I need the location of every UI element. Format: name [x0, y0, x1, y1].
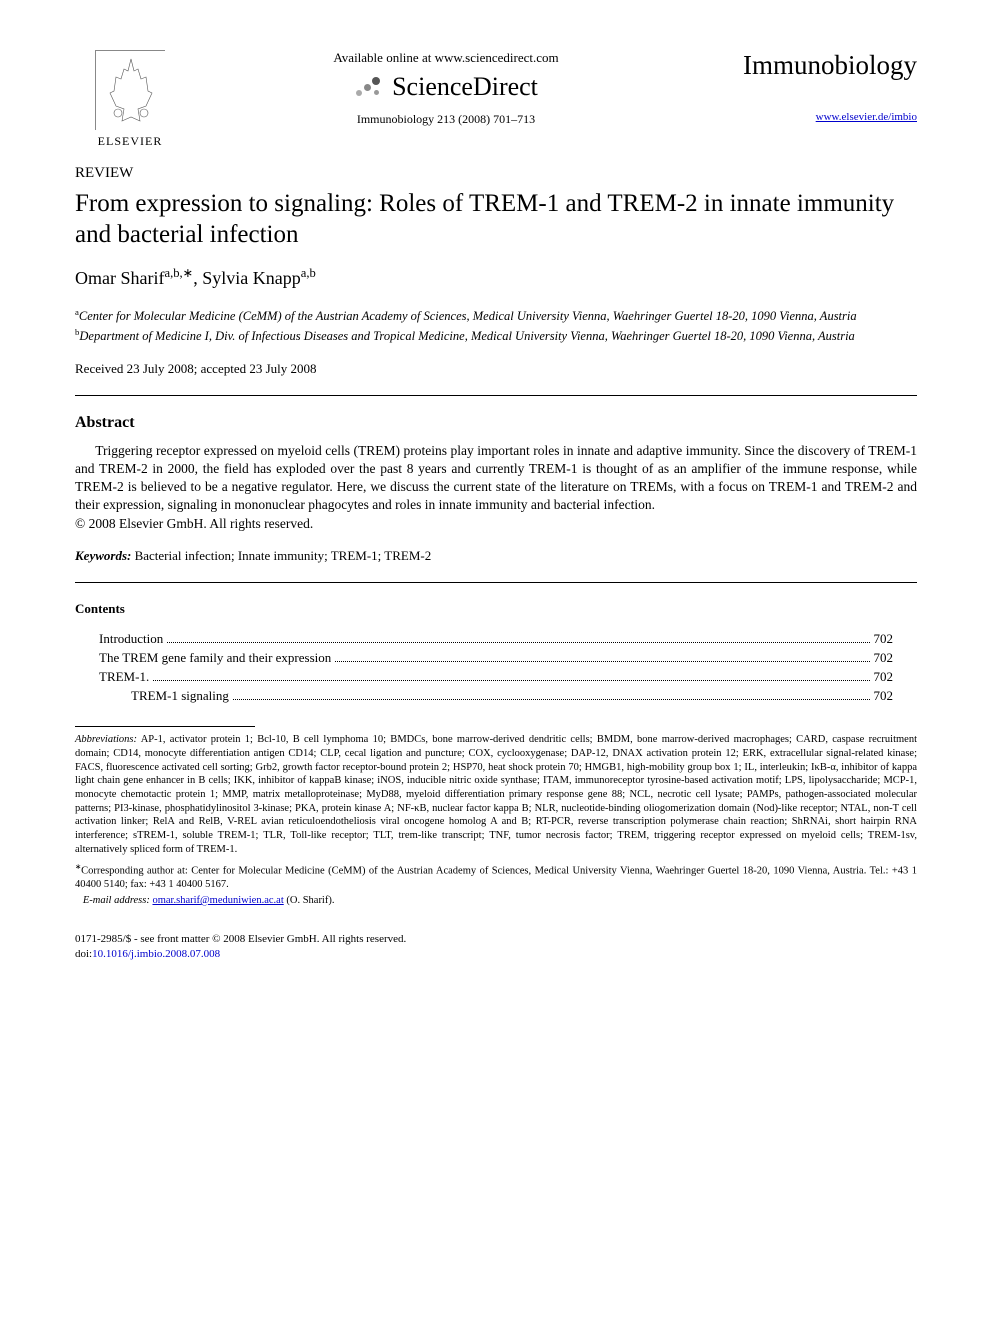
available-online-text: Available online at www.sciencedirect.co…	[185, 50, 707, 66]
doi-line: doi:10.1016/j.imbio.2008.07.008	[75, 947, 917, 962]
sciencedirect-dots-icon	[354, 74, 384, 100]
affil-a-text: Center for Molecular Medicine (CeMM) of …	[79, 309, 857, 323]
publisher-logo-block: ELSEVIER	[75, 50, 185, 149]
abstract-body: Triggering receptor expressed on myeloid…	[75, 442, 917, 515]
author-1: Omar Sharif	[75, 268, 164, 288]
author-2-affil-marks: a,b	[301, 266, 316, 280]
toc-label: The TREM gene family and their expressio…	[99, 650, 331, 666]
doi-label: doi:	[75, 948, 92, 960]
toc-leader-dots	[153, 680, 869, 681]
page-footer: 0171-2985/$ - see front matter © 2008 El…	[75, 932, 917, 963]
article-dates: Received 23 July 2008; accepted 23 July …	[75, 361, 917, 377]
article-type-label: REVIEW	[75, 165, 917, 182]
sciencedirect-logo: ScienceDirect	[185, 72, 707, 102]
toc-label: TREM-1 signaling	[131, 688, 229, 704]
toc-leader-dots	[233, 699, 870, 700]
elsevier-label: ELSEVIER	[75, 134, 185, 149]
abbreviations-label: Abbreviations:	[75, 734, 137, 745]
email-link[interactable]: omar.sharif@meduniwien.ac.at	[152, 895, 283, 906]
corresponding-author-block: ∗Corresponding author at: Center for Mol…	[75, 862, 917, 892]
toc-label: Introduction	[99, 631, 163, 647]
divider-2	[75, 582, 917, 583]
keywords-line: Keywords: Bacterial infection; Innate im…	[75, 548, 917, 564]
author-2: , Sylvia Knapp	[193, 268, 301, 288]
abstract-copyright: © 2008 Elsevier GmbH. All rights reserve…	[75, 516, 917, 532]
email-label: E-mail address:	[83, 895, 150, 906]
toc-page: 702	[874, 688, 894, 704]
toc-row: TREM-1 signaling 702	[99, 688, 893, 704]
journal-citation: Immunobiology 213 (2008) 701–713	[185, 112, 707, 127]
keywords-label: Keywords:	[75, 548, 131, 563]
email-line: E-mail address: omar.sharif@meduniwien.a…	[75, 894, 917, 908]
table-of-contents: Introduction 702 The TREM gene family an…	[75, 631, 917, 704]
elsevier-tree-icon	[95, 50, 165, 130]
affiliation-b: bDepartment of Medicine I, Div. of Infec…	[75, 327, 917, 345]
abstract-heading: Abstract	[75, 414, 917, 432]
toc-page: 702	[874, 631, 894, 647]
authors-line: Omar Sharifa,b,∗, Sylvia Knappa,b	[75, 265, 917, 289]
front-matter-line: 0171-2985/$ - see front matter © 2008 El…	[75, 932, 917, 947]
doi-link[interactable]: 10.1016/j.imbio.2008.07.008	[92, 948, 220, 960]
toc-leader-dots	[167, 642, 869, 643]
sciencedirect-text: ScienceDirect	[392, 72, 538, 102]
footnotes-block: Abbreviations: AP-1, activator protein 1…	[75, 733, 917, 907]
author-1-affil-marks: a,b,∗	[164, 266, 193, 280]
journal-name: Immunobiology	[707, 50, 917, 81]
toc-row: The TREM gene family and their expressio…	[99, 650, 893, 666]
contents-heading: Contents	[75, 601, 917, 617]
toc-leader-dots	[335, 661, 869, 662]
article-title: From expression to signaling: Roles of T…	[75, 188, 917, 251]
affiliation-a: aCenter for Molecular Medicine (CeMM) of…	[75, 307, 917, 325]
email-paren: (O. Sharif).	[284, 895, 335, 906]
abbreviations-text: AP-1, activator protein 1; Bcl-10, B cel…	[75, 734, 917, 854]
header-center: Available online at www.sciencedirect.co…	[185, 50, 707, 127]
toc-label: TREM-1.	[99, 669, 149, 685]
page-header: ELSEVIER Available online at www.science…	[75, 50, 917, 149]
keywords-text: Bacterial infection; Innate immunity; TR…	[131, 548, 431, 563]
affil-b-text: Department of Medicine I, Div. of Infect…	[79, 329, 854, 343]
abbreviations-block: Abbreviations: AP-1, activator protein 1…	[75, 733, 917, 856]
toc-page: 702	[874, 669, 894, 685]
journal-homepage-link[interactable]: www.elsevier.de/imbio	[707, 111, 917, 123]
corr-text: Corresponding author at: Center for Mole…	[75, 866, 917, 891]
toc-row: TREM-1. 702	[99, 669, 893, 685]
journal-block: Immunobiology www.elsevier.de/imbio	[707, 50, 917, 123]
divider-1	[75, 395, 917, 396]
toc-row: Introduction 702	[99, 631, 893, 647]
toc-page: 702	[874, 650, 894, 666]
footnote-rule	[75, 726, 255, 727]
